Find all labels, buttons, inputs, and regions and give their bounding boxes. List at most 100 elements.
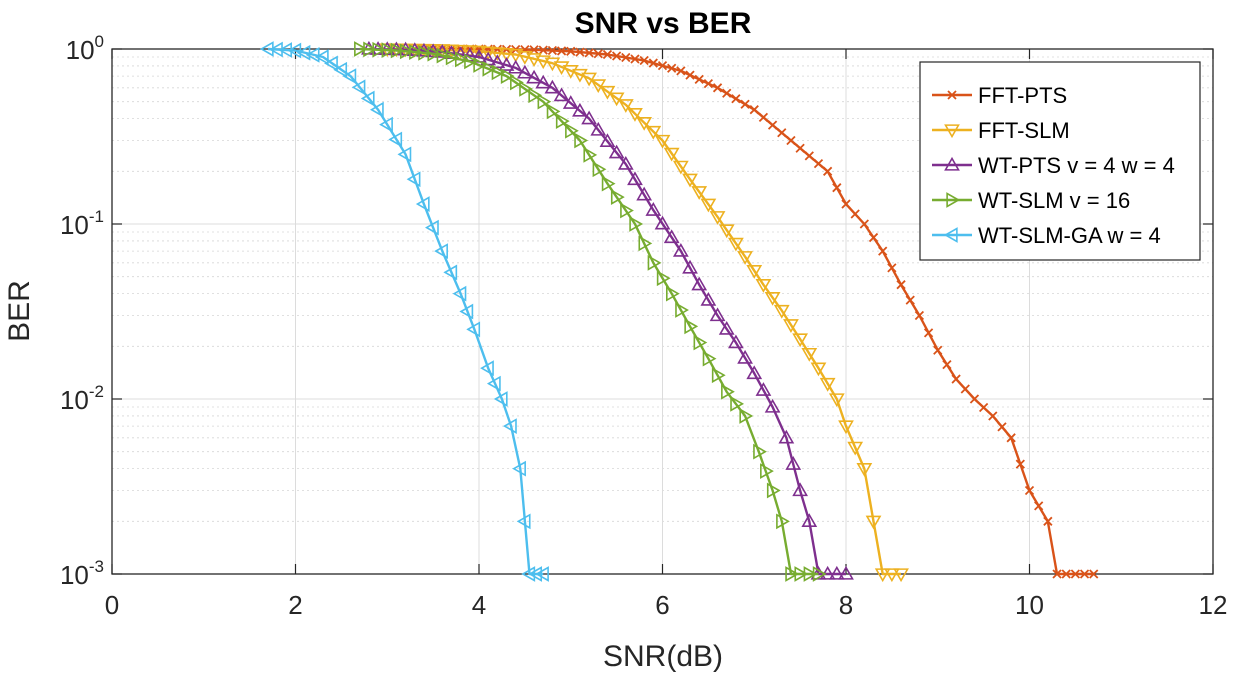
data-point-marker (859, 219, 869, 229)
data-point-marker (943, 227, 958, 243)
data-point-marker (627, 171, 643, 186)
data-point-marker (847, 441, 864, 456)
data-point-marker (693, 334, 708, 351)
data-point-marker (390, 42, 405, 59)
data-point-marker (767, 120, 778, 130)
data-point-marker (537, 93, 552, 110)
data-point-marker (1006, 433, 1016, 443)
data-point-marker (500, 68, 515, 84)
data-point-marker (942, 360, 952, 370)
marker-stroke (813, 158, 824, 169)
marker-stroke (602, 49, 613, 60)
data-point-marker (1015, 459, 1025, 469)
data-point-marker (466, 321, 481, 338)
data-point-marker (381, 42, 396, 59)
data-point-marker (406, 171, 421, 188)
data-point-marker (574, 132, 589, 149)
data-point-marker (785, 456, 802, 470)
data-point-marker (737, 251, 753, 265)
legend-entry: FFT-SLM (932, 118, 1070, 143)
data-point-marker (464, 53, 478, 70)
data-point-marker (1052, 569, 1062, 579)
data-point-marker (471, 45, 487, 60)
data-point-marker (783, 319, 799, 333)
data-point-marker (850, 209, 860, 219)
data-point-marker (555, 113, 570, 129)
data-point-marker (766, 482, 781, 499)
data-point-marker (445, 49, 460, 66)
data-point-marker (480, 46, 497, 61)
marker-stroke (758, 112, 769, 123)
data-point-marker (718, 224, 735, 239)
data-point-marker (360, 90, 375, 107)
data-point-marker (657, 61, 668, 71)
y-tick-label: 10-3 (60, 557, 104, 590)
data-point-marker (565, 122, 579, 139)
data-point-marker (544, 79, 561, 94)
data-point-marker (874, 568, 891, 583)
data-point-marker (803, 566, 818, 582)
data-point-marker (610, 189, 625, 205)
data-point-marker (777, 128, 787, 138)
marker-stroke (850, 209, 860, 219)
series-fft-slm (379, 43, 909, 583)
data-point-marker (946, 192, 961, 208)
data-point-marker (397, 146, 412, 163)
data-point-marker (489, 54, 506, 69)
data-point-marker (828, 393, 845, 408)
data-point-marker (599, 85, 616, 100)
marker-stroke (584, 48, 594, 58)
data-point-marker (712, 83, 723, 93)
data-point-marker (758, 112, 769, 123)
data-point-marker (933, 345, 943, 355)
x-tick-label: 6 (655, 590, 669, 620)
chart-title: SNR vs BER (575, 7, 752, 40)
data-point-marker (795, 143, 805, 153)
data-point-marker (443, 264, 458, 281)
data-point-marker (363, 41, 378, 58)
x-tick-label: 2 (288, 590, 302, 620)
data-point-marker (608, 144, 625, 159)
marker-stroke (611, 51, 622, 61)
data-point-marker (425, 43, 442, 58)
marker-stroke (676, 66, 686, 76)
data-point-marker (883, 568, 900, 583)
data-point-marker (592, 161, 607, 178)
data-point-marker (608, 92, 625, 107)
series-line (359, 47, 819, 576)
data-point-marker (773, 304, 790, 319)
series-fft-pts (410, 44, 1099, 579)
legend: FFT-PTS FFT-SLM WT-PTS v = 4 w = 4 WT-SLM v… (919, 61, 1201, 261)
data-point-marker (482, 60, 497, 77)
marker-stroke (593, 49, 603, 59)
data-point-marker (794, 566, 809, 582)
marker-stroke (648, 58, 658, 68)
data-point-marker (828, 565, 845, 580)
data-point-marker (760, 463, 774, 479)
data-point-marker (434, 243, 448, 259)
marker-stroke (1070, 569, 1081, 579)
marker-stroke (923, 328, 934, 338)
data-point-marker (480, 360, 494, 377)
data-point-marker (893, 568, 909, 583)
marker-stroke (1034, 501, 1044, 511)
marker-stroke (1015, 459, 1025, 469)
data-point-marker (491, 64, 506, 81)
data-point-marker (566, 46, 576, 56)
data-point-marker (1034, 501, 1044, 511)
marker-stroke (740, 99, 750, 109)
data-point-marker (801, 347, 818, 362)
data-point-marker (489, 47, 506, 62)
data-series (259, 40, 1099, 583)
data-point-marker (647, 254, 662, 271)
marker-stroke (942, 360, 952, 370)
marker-stroke (823, 166, 833, 176)
data-point-marker (516, 513, 531, 530)
marker-stroke (832, 183, 842, 193)
series-line (267, 47, 544, 576)
y-axis-label: BER (3, 280, 36, 342)
data-point-marker (507, 48, 524, 63)
marker-stroke (960, 384, 970, 394)
data-point-marker (516, 51, 533, 65)
data-point-marker (454, 51, 469, 68)
